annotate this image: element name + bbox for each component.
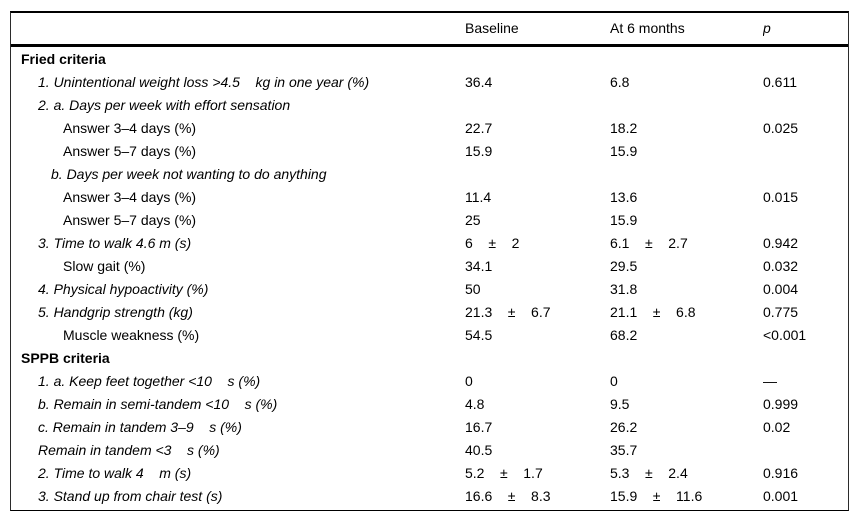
baseline-value: 22.7 (465, 120, 493, 136)
p-value: 0.916 (763, 465, 799, 481)
months-value: 9.5 (610, 396, 630, 412)
table-row: 5. Handgrip strength (kg) 21.3 ± 6.7 21.… (11, 301, 848, 324)
p-value: 0.004 (763, 281, 799, 297)
months-value: 0 (610, 373, 618, 389)
p-value: 0.032 (763, 258, 799, 274)
p-value: 0.015 (763, 189, 799, 205)
table-body: Fried criteria 1. Unintentional weight l… (11, 47, 848, 510)
months-value: 5.3 ± 2.4 (610, 465, 688, 481)
table-row: 4. Physical hypoactivity (%) 50 31.8 0.0… (11, 278, 848, 301)
baseline-value: 50 (465, 281, 481, 297)
baseline-value: 5.2 ± 1.7 (465, 465, 543, 481)
row-label: Answer 3–4 days (%) (63, 120, 197, 136)
table-row: 1. Unintentional weight loss >4.5 kg in … (11, 71, 848, 94)
row-label: Remain in tandem <3 s (%) (38, 442, 220, 458)
row-label: Answer 3–4 days (%) (63, 189, 197, 205)
baseline-value: 25 (465, 212, 481, 228)
section-row: SPPB criteria (11, 347, 848, 370)
table-row: 3. Time to walk 4.6 m (s) 6 ± 2 6.1 ± 2.… (11, 232, 848, 255)
months-value: 68.2 (610, 327, 638, 343)
table-row: 1. a. Keep feet together <10 s (%) 0 0 — (11, 370, 848, 393)
baseline-value: 15.9 (465, 143, 493, 159)
months-value: 6.1 ± 2.7 (610, 235, 688, 251)
months-value: 21.1 ± 6.8 (610, 304, 696, 320)
p-value: 0.775 (763, 304, 799, 320)
row-label: 4. Physical hypoactivity (%) (38, 281, 209, 297)
p-value: <0.001 (763, 327, 807, 343)
baseline-value: 21.3 ± 6.7 (465, 304, 551, 320)
p-value: 0.611 (763, 74, 797, 90)
row-label: 2. Time to walk 4 m (s) (38, 465, 192, 481)
months-value: 31.8 (610, 281, 638, 297)
p-value: — (763, 373, 777, 389)
table-row: Muscle weakness (%) 54.5 68.2 <0.001 (11, 324, 848, 347)
row-label: Muscle weakness (%) (63, 327, 200, 343)
row-label: 5. Handgrip strength (kg) (38, 304, 193, 320)
row-label: Answer 5–7 days (%) (63, 212, 197, 228)
table-row: Answer 3–4 days (%) 22.7 18.2 0.025 (11, 117, 848, 140)
months-value: 35.7 (610, 442, 638, 458)
row-label: 2. a. Days per week with effort sensatio… (38, 97, 291, 113)
p-value: 0.001 (763, 488, 799, 504)
months-value: 13.6 (610, 189, 638, 205)
months-value: 15.9 (610, 143, 638, 159)
baseline-value: 34.1 (465, 258, 493, 274)
months-value: 15.9 ± 11.6 (610, 488, 703, 504)
header-at-6-months: At 6 months (610, 20, 685, 36)
row-label: b. Remain in semi-tandem <10 s (%) (38, 396, 278, 412)
table-row: Answer 5–7 days (%) 25 15.9 (11, 209, 848, 232)
baseline-value: 0 (465, 373, 473, 389)
row-label: c. Remain in tandem 3–9 s (%) (38, 419, 242, 435)
row-label: 1. Unintentional weight loss >4.5 kg in … (38, 74, 370, 90)
table-row: b. Remain in semi-tandem <10 s (%) 4.8 9… (11, 393, 848, 416)
table-row: 2. a. Days per week with effort sensatio… (11, 94, 848, 117)
table-row: c. Remain in tandem 3–9 s (%) 16.7 26.2 … (11, 416, 848, 439)
table-row: Answer 5–7 days (%) 15.9 15.9 (11, 140, 848, 163)
section-title: SPPB criteria (21, 350, 110, 366)
table-row: b. Days per week not wanting to do anyth… (11, 163, 848, 186)
months-value: 18.2 (610, 120, 638, 136)
p-value: 0.999 (763, 396, 799, 412)
months-value: 29.5 (610, 258, 638, 274)
baseline-value: 40.5 (465, 442, 493, 458)
months-value: 15.9 (610, 212, 638, 228)
row-label: 3. Time to walk 4.6 m (s) (38, 235, 192, 251)
baseline-value: 11.4 (465, 189, 492, 205)
row-label: Slow gait (%) (63, 258, 146, 274)
baseline-value: 16.6 ± 8.3 (465, 488, 551, 504)
table-row: Remain in tandem <3 s (%) 40.5 35.7 (11, 439, 848, 462)
p-value: 0.025 (763, 120, 799, 136)
table-header-row: Baseline At 6 months p (11, 13, 848, 47)
baseline-value: 6 ± 2 (465, 235, 520, 251)
baseline-value: 4.8 (465, 396, 485, 412)
baseline-value: 54.5 (465, 327, 493, 343)
months-value: 26.2 (610, 419, 638, 435)
p-value: 0.942 (763, 235, 799, 251)
header-p-value: p (763, 20, 771, 36)
row-label: b. Days per week not wanting to do anyth… (51, 166, 327, 182)
months-value: 6.8 (610, 74, 630, 90)
baseline-value: 16.7 (465, 419, 493, 435)
table-row: Answer 3–4 days (%) 11.4 13.6 0.015 (11, 186, 848, 209)
table-row: 3. Stand up from chair test (s) 16.6 ± 8… (11, 485, 848, 508)
row-label: 1. a. Keep feet together <10 s (%) (38, 373, 261, 389)
header-baseline: Baseline (465, 20, 519, 36)
p-value: 0.02 (763, 419, 791, 435)
section-row: Fried criteria (11, 48, 848, 71)
table-row: 2. Time to walk 4 m (s) 5.2 ± 1.7 5.3 ± … (11, 462, 848, 485)
section-title: Fried criteria (21, 51, 106, 67)
results-table: Baseline At 6 months p Fried criteria 1.… (10, 11, 849, 511)
row-label: Answer 5–7 days (%) (63, 143, 197, 159)
table-row: Slow gait (%) 34.1 29.5 0.032 (11, 255, 848, 278)
row-label: 3. Stand up from chair test (s) (38, 488, 223, 504)
baseline-value: 36.4 (465, 74, 493, 90)
